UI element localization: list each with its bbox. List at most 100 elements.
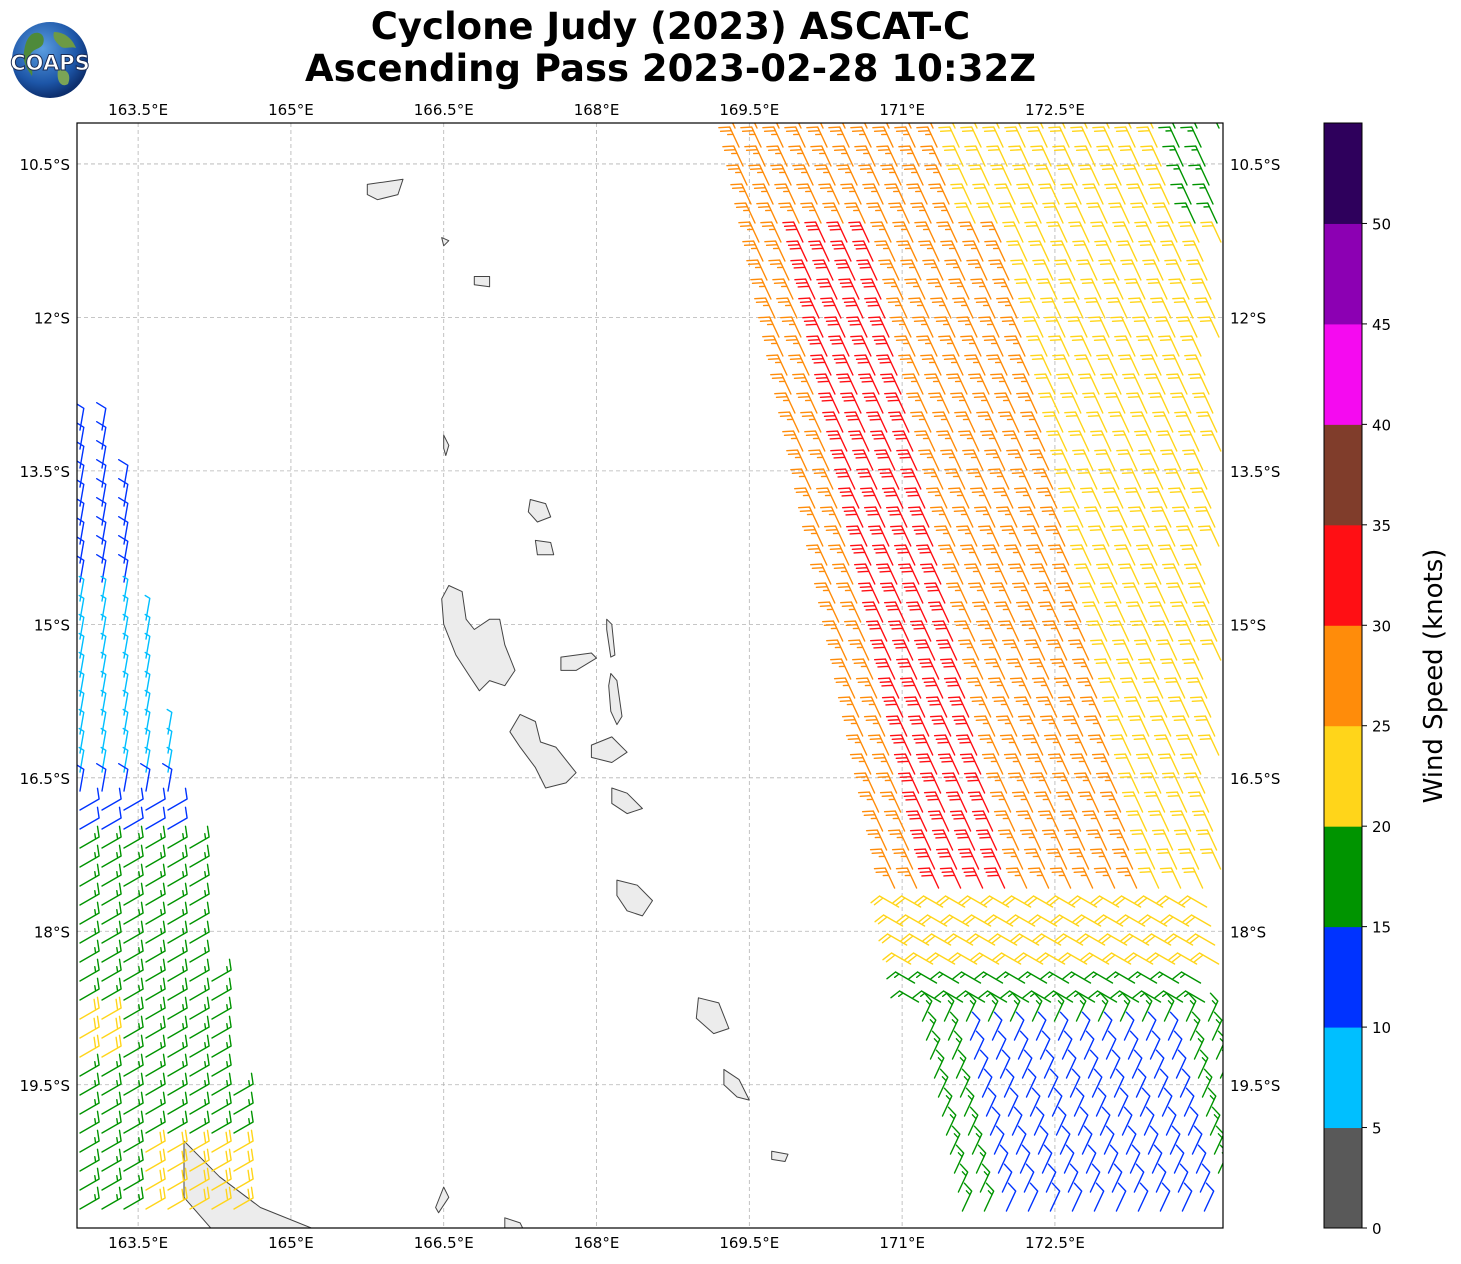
wind-barb (1133, 848, 1156, 870)
wind-barb (1012, 582, 1034, 604)
wind-barb (990, 164, 1012, 186)
wind-barb (1074, 145, 1096, 167)
wind-barb (918, 914, 948, 927)
wind-barb (1055, 791, 1078, 813)
wind-barb (938, 335, 960, 357)
wind-barb (1012, 373, 1034, 395)
wind-barb (167, 1053, 188, 1077)
wind-barb (998, 202, 1020, 224)
lat-tick-left-6: 19.5°S (20, 1077, 70, 1095)
wind-barb (1075, 992, 1087, 1022)
wind-barb (122, 575, 129, 602)
wind-barb (1101, 696, 1124, 718)
wind-barb (1106, 971, 1136, 984)
wind-barb (1087, 1049, 1099, 1079)
wind-barb (870, 639, 892, 661)
wind-barb (876, 354, 898, 376)
wind-barb (836, 164, 858, 186)
wind-barb (1179, 1068, 1191, 1098)
wind-barb (996, 971, 1026, 984)
wind-barb (1133, 1163, 1145, 1193)
wind-barb (932, 411, 954, 433)
wind-barb (926, 487, 948, 509)
wind-barb (1063, 829, 1086, 851)
wind-barb (884, 183, 906, 205)
wind-barb (1047, 1068, 1059, 1098)
wind-barb (908, 297, 930, 319)
wind-barb (879, 791, 902, 813)
wind-barb (810, 354, 832, 376)
wind-barb (874, 449, 896, 471)
wind-barb (167, 920, 188, 944)
wind-barb (1016, 183, 1038, 205)
wind-barb (101, 844, 122, 868)
wind-barb (145, 1091, 166, 1115)
lon-tick-top-6: 172.5°E (1025, 101, 1085, 119)
wind-barb (1083, 1030, 1095, 1060)
wind-barb (78, 575, 85, 602)
wind-barb (726, 164, 748, 186)
wind-barb (167, 787, 188, 811)
wind-barb (1145, 696, 1168, 718)
wind-barb (1172, 506, 1194, 528)
lat-tick-left-2: 13.5°S (20, 463, 70, 481)
wind-barb (1061, 1030, 1073, 1060)
wind-barb (189, 1186, 210, 1210)
wind-barb (101, 1186, 122, 1210)
wind-barb (1015, 810, 1038, 832)
wind-barb (1122, 582, 1144, 604)
wind-barb (778, 411, 800, 433)
wind-barb (1059, 810, 1082, 832)
wind-barb (1022, 525, 1044, 547)
wind-barb (1002, 430, 1024, 452)
wind-barb (1051, 1087, 1063, 1117)
wind-barb (145, 1110, 166, 1134)
wind-barb (738, 221, 760, 243)
wind-barb (145, 1053, 166, 1077)
wind-barb (1025, 753, 1048, 775)
wind-barb (800, 411, 822, 433)
wind-barb (189, 825, 210, 849)
colorbar-tick-label-15: 15 (1372, 919, 1391, 937)
wind-barb (941, 1087, 953, 1117)
wind-barb (1100, 373, 1122, 395)
wind-barb (1093, 867, 1116, 889)
wind-barb (764, 240, 786, 262)
wind-barb (974, 971, 1004, 984)
wind-barb (1030, 563, 1052, 585)
wind-barb (77, 517, 85, 545)
wind-barb (1136, 335, 1158, 357)
wind-barb (145, 844, 166, 868)
wind-barb (895, 867, 918, 889)
wind-barb (916, 544, 938, 566)
wind-barb (878, 259, 900, 281)
wind-barb (1074, 354, 1096, 376)
wind-barb (1141, 677, 1164, 699)
wind-barb (1094, 914, 1124, 927)
wind-barb (1043, 734, 1066, 756)
wind-barb (1199, 1163, 1211, 1193)
wind-barb (100, 727, 107, 754)
wind-barb (748, 164, 770, 186)
wind-barb (962, 658, 984, 680)
wind-barb (936, 895, 966, 908)
wind-barb (1102, 278, 1124, 300)
wind-barb (96, 535, 107, 564)
wind-barb (1032, 933, 1062, 946)
wind-barb (908, 971, 938, 984)
wind-barb (101, 1053, 122, 1077)
wind-barb (979, 1163, 991, 1193)
wind-barb (123, 920, 144, 944)
wind-barb (145, 882, 166, 906)
colorbar-title: Wind Speed (knots) (1419, 549, 1449, 804)
wind-barb (1075, 677, 1098, 699)
wind-barb (101, 1148, 122, 1172)
wind-barb (1168, 278, 1190, 300)
wind-barb (950, 392, 972, 414)
wind-barb (1186, 259, 1208, 281)
santo-island (441, 585, 516, 692)
wind-barb (1105, 715, 1128, 737)
wind-barb (1192, 183, 1214, 205)
wind-barb (145, 1072, 166, 1096)
wind-barb (906, 183, 928, 205)
